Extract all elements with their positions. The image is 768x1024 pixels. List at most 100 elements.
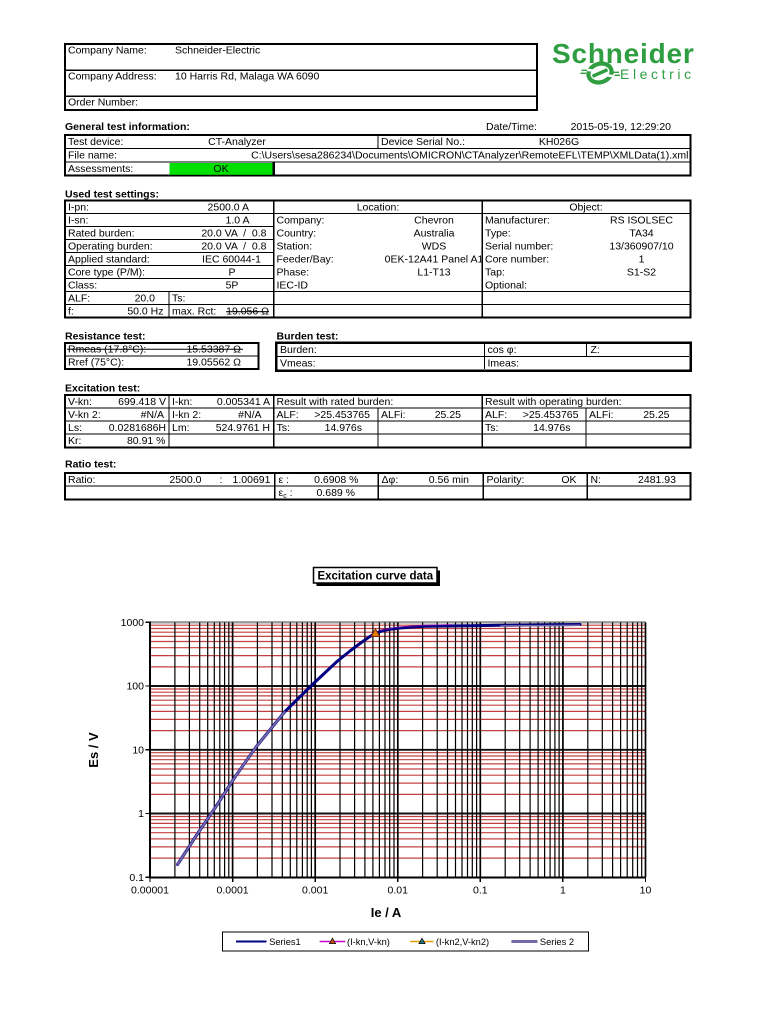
svg-text:2500.0 A: 2500.0 A	[208, 202, 249, 214]
svg-text:14.976s: 14.976s	[325, 422, 362, 434]
svg-text:Company:: Company:	[277, 215, 325, 227]
svg-text:Excitation curve data: Excitation curve data	[317, 571, 433, 583]
svg-text:Burden:: Burden:	[280, 344, 317, 356]
svg-text:Company Address:: Company Address:	[68, 71, 157, 83]
svg-text:10: 10	[132, 744, 144, 756]
svg-text:WDS: WDS	[422, 241, 447, 253]
svg-text:1.0 A: 1.0 A	[226, 215, 250, 227]
svg-text:699.418 V: 699.418 V	[118, 396, 166, 408]
svg-text:Rated burden:: Rated burden:	[68, 228, 135, 240]
svg-text:Feeder/Bay:: Feeder/Bay:	[277, 254, 334, 266]
svg-text:Assessments:: Assessments:	[68, 163, 133, 175]
svg-text:25.25: 25.25	[643, 409, 669, 421]
svg-text:Kr:: Kr:	[68, 435, 81, 447]
svg-text:Vmeas:: Vmeas:	[280, 357, 316, 369]
svg-text:Ls:: Ls:	[68, 422, 82, 434]
svg-text:CT-Analyzer: CT-Analyzer	[208, 136, 266, 148]
svg-text:C:\Users\sesa286234\Documents\: C:\Users\sesa286234\Documents\OMICRON\CT…	[251, 150, 688, 162]
svg-text:Es / V: Es / V	[86, 732, 101, 768]
svg-text:Manufacturer:: Manufacturer:	[485, 215, 550, 227]
svg-text:I-kn:: I-kn:	[172, 396, 192, 408]
svg-text:KH026G: KH026G	[539, 136, 579, 148]
svg-text:V-kn 2:: V-kn 2:	[68, 409, 101, 421]
svg-text:OK: OK	[561, 474, 576, 486]
svg-text:Phase:: Phase:	[277, 267, 310, 279]
svg-text:20.0 VA / 0.8: 20.0 VA / 0.8	[201, 241, 266, 253]
svg-text:Class:: Class:	[68, 280, 97, 292]
svg-text:Applied standard:: Applied standard:	[68, 254, 150, 266]
svg-text:εc :: εc :	[279, 487, 293, 500]
svg-text:Tap:: Tap:	[485, 267, 505, 279]
svg-text:19.05562 Ω: 19.05562 Ω	[186, 357, 241, 369]
svg-text:100: 100	[126, 681, 144, 693]
svg-text:N:: N:	[591, 474, 602, 486]
svg-text:0.56 min: 0.56 min	[429, 474, 469, 486]
svg-text:Object:: Object:	[569, 202, 602, 214]
svg-text:RS ISOLSEC: RS ISOLSEC	[610, 215, 673, 227]
svg-text:2500.0: 2500.0	[169, 474, 201, 486]
svg-text:Australia: Australia	[414, 228, 455, 240]
svg-text:0.0001: 0.0001	[217, 885, 249, 897]
svg-text:Serial number:: Serial number:	[485, 241, 553, 253]
svg-text:524.9761 H: 524.9761 H	[216, 422, 270, 434]
svg-text:25.25: 25.25	[435, 409, 461, 421]
svg-text:0.00001: 0.00001	[131, 885, 169, 897]
svg-text:Location:: Location:	[357, 202, 400, 214]
svg-text:Lm:: Lm:	[172, 422, 190, 434]
svg-text:14.976s: 14.976s	[533, 422, 570, 434]
svg-text:Type:: Type:	[485, 228, 511, 240]
svg-text:f:: f:	[68, 306, 74, 318]
svg-text:Schneider: Schneider	[552, 38, 695, 69]
svg-text:Ratio:: Ratio:	[68, 474, 95, 486]
svg-text:Result with operating burden:: Result with operating burden:	[485, 396, 622, 408]
svg-text:0.6908 %: 0.6908 %	[314, 474, 358, 486]
svg-text:V-kn:: V-kn:	[68, 396, 92, 408]
svg-text:L1-T13: L1-T13	[417, 267, 450, 279]
svg-text:Z:: Z:	[591, 344, 600, 356]
svg-text:cos φ:: cos φ:	[488, 344, 517, 356]
svg-text:80.91 %: 80.91 %	[127, 435, 166, 447]
svg-text:Δφ:: Δφ:	[382, 474, 399, 486]
svg-text:Ts:: Ts:	[172, 293, 185, 305]
svg-text::: :	[220, 474, 223, 486]
svg-text:ALF:: ALF:	[68, 293, 90, 305]
svg-text:Chevron: Chevron	[414, 215, 454, 227]
svg-text:IEC 60044-1: IEC 60044-1	[202, 254, 261, 266]
svg-text:1: 1	[560, 885, 566, 897]
svg-text:I-sn:: I-sn:	[68, 215, 88, 227]
svg-text:10: 10	[640, 885, 652, 897]
svg-text:Resistance test:: Resistance test:	[65, 330, 146, 342]
svg-text:Schneider-Electric: Schneider-Electric	[175, 45, 260, 57]
svg-text:Core number:: Core number:	[485, 254, 549, 266]
svg-text:I-kn 2:: I-kn 2:	[172, 409, 201, 421]
svg-text:ALF:: ALF:	[485, 409, 507, 421]
svg-text:>25.453765: >25.453765	[314, 409, 370, 421]
svg-text:Ie / A: Ie / A	[371, 905, 402, 920]
svg-text:13/360907/10: 13/360907/10	[609, 241, 673, 253]
svg-text:0.689 %: 0.689 %	[316, 487, 355, 499]
svg-text:ALFi:: ALFi:	[381, 409, 406, 421]
svg-text:2015-05-19, 12:29:20: 2015-05-19, 12:29:20	[571, 121, 672, 133]
svg-text:Date/Time:: Date/Time:	[486, 121, 537, 133]
svg-text:ALF:: ALF:	[277, 409, 299, 421]
svg-text:P: P	[228, 267, 235, 279]
svg-text:Ratio test:: Ratio test:	[65, 458, 116, 470]
svg-text:#N/A: #N/A	[141, 409, 164, 421]
svg-text:File name:: File name:	[68, 150, 117, 162]
svg-text:TA34: TA34	[629, 228, 653, 240]
svg-text:0.1: 0.1	[129, 872, 144, 884]
svg-text:0.001: 0.001	[302, 885, 328, 897]
svg-text:2481.93: 2481.93	[638, 474, 676, 486]
svg-text:50.0 Hz: 50.0 Hz	[127, 306, 163, 318]
svg-text:Electric: Electric	[620, 66, 695, 82]
svg-text:Imeas:: Imeas:	[488, 357, 520, 369]
svg-text:0.01: 0.01	[388, 885, 409, 897]
svg-text:Ts:: Ts:	[485, 422, 498, 434]
svg-text:IEC-ID: IEC-ID	[277, 280, 309, 292]
svg-text:Test device:: Test device:	[68, 136, 123, 148]
svg-text:Rref (75°C):: Rref (75°C):	[68, 357, 124, 369]
svg-text:(I-kn,V-kn): (I-kn,V-kn)	[347, 937, 390, 947]
svg-text:Operating burden:: Operating burden:	[68, 241, 153, 253]
svg-text:Used test settings:: Used test settings:	[65, 189, 159, 201]
svg-text:5P: 5P	[226, 280, 239, 292]
